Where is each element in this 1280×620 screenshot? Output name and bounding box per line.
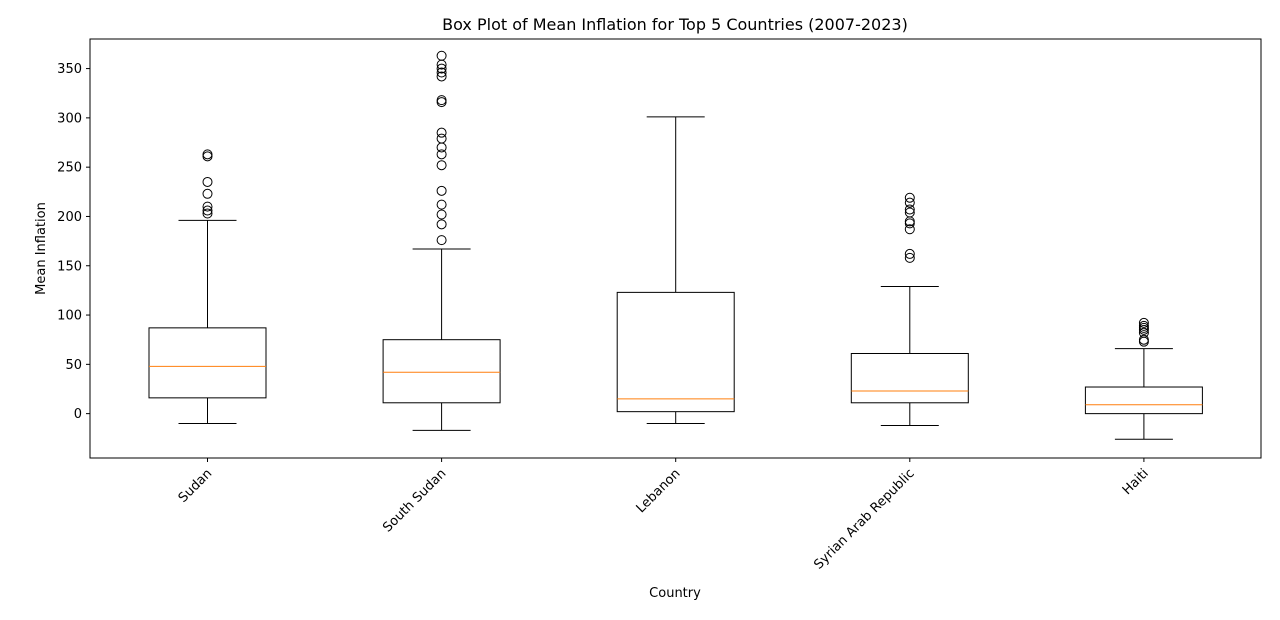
outlier-point	[436, 199, 447, 210]
x-axis: Sudan South Sudan Lebanon Syrian Arab Repub…	[176, 458, 1152, 573]
box-group	[850, 192, 969, 426]
outlier-point	[436, 209, 447, 220]
outlier-point	[904, 204, 915, 215]
chart-title: Box Plot of Mean Inflation for Top 5 Cou…	[442, 15, 908, 34]
outlier-point	[904, 248, 915, 259]
outlier-point	[202, 151, 213, 162]
iqr-box	[850, 352, 969, 404]
outlier-point	[436, 67, 447, 78]
outlier-point	[904, 192, 915, 203]
outlier-point	[436, 71, 447, 82]
outlier-point	[904, 224, 915, 235]
outlier-point	[436, 142, 447, 153]
iqr-box	[382, 339, 501, 404]
outlier-point	[436, 160, 447, 171]
y-tick-label: 50	[65, 358, 82, 373]
outlier-point	[436, 63, 447, 74]
outlier-point	[436, 185, 447, 196]
outlier-point	[1138, 327, 1149, 338]
x-tick-label: Lebanon	[634, 466, 684, 516]
plot-area	[148, 50, 1203, 440]
outlier-point	[436, 127, 447, 138]
y-tick-label: 300	[57, 111, 82, 126]
iqr-box	[616, 291, 735, 413]
outlier-point	[436, 235, 447, 246]
outlier-point	[904, 207, 915, 218]
outlier-point	[436, 219, 447, 230]
box-group	[382, 50, 501, 431]
outlier-point	[1138, 336, 1149, 347]
outlier-point	[202, 208, 213, 219]
x-tick-label: Haiti	[1120, 466, 1152, 498]
box-group	[616, 116, 735, 424]
outlier-point	[202, 205, 213, 216]
y-axis-label: Mean Inflation	[34, 202, 49, 295]
outlier-point	[904, 252, 915, 263]
x-tick-label: Syrian Arab Republic	[811, 466, 917, 572]
outlier-point	[436, 95, 447, 106]
iqr-box	[1084, 386, 1203, 415]
outlier-point	[436, 133, 447, 144]
y-tick-label: 150	[57, 259, 82, 274]
outlier-point	[436, 97, 447, 108]
outlier-point	[202, 176, 213, 187]
outlier-point	[1138, 334, 1149, 345]
box-group	[1084, 317, 1203, 440]
y-tick-label: 200	[57, 210, 82, 225]
y-axis: 0 50 100 150 200 250 300 350	[57, 62, 90, 422]
x-axis-label: Country	[649, 586, 701, 601]
y-tick-label: 100	[57, 309, 82, 324]
x-tick-label: South Sudan	[380, 466, 449, 535]
iqr-box	[148, 327, 267, 399]
x-tick-label: Sudan	[176, 466, 216, 506]
y-tick-label: 0	[74, 407, 82, 422]
y-tick-label: 350	[57, 62, 82, 77]
box-group	[148, 149, 267, 424]
outlier-point	[904, 197, 915, 208]
outlier-point	[436, 149, 447, 160]
outlier-point	[202, 149, 213, 160]
outlier-point	[202, 201, 213, 212]
outlier-point	[202, 188, 213, 199]
outlier-point	[904, 218, 915, 229]
y-tick-label: 250	[57, 161, 82, 176]
outlier-point	[1138, 317, 1149, 328]
outlier-point	[436, 50, 447, 61]
outlier-point	[1138, 320, 1149, 331]
